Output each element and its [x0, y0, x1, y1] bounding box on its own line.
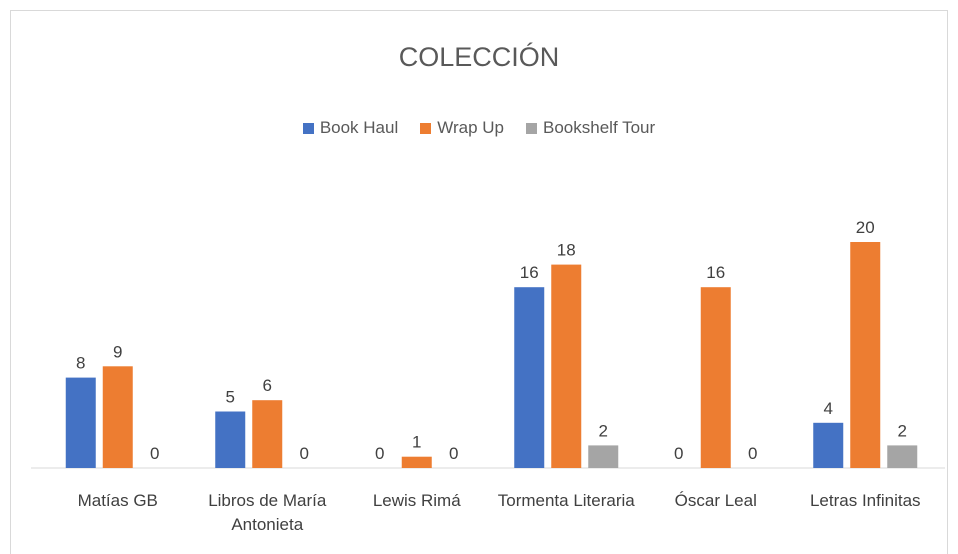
bar — [551, 264, 582, 468]
data-label: 2 — [898, 421, 907, 440]
bar — [65, 377, 96, 468]
data-label: 8 — [76, 354, 85, 373]
legend-item: Bookshelf Tour — [526, 118, 655, 138]
data-label: 0 — [150, 444, 159, 463]
legend-item: Book Haul — [302, 118, 399, 138]
bar — [588, 445, 619, 468]
legend-label: Book Haul — [319, 118, 399, 137]
chart-border — [10, 10, 948, 554]
bar — [700, 287, 731, 468]
bar — [215, 411, 246, 468]
bar — [102, 366, 133, 468]
data-label: 1 — [412, 433, 421, 452]
chart-title: COLECCIÓN — [398, 42, 560, 72]
legend-item: Wrap Up — [420, 118, 504, 138]
bar — [252, 400, 283, 468]
data-label: 4 — [824, 399, 833, 418]
data-label: 2 — [599, 421, 608, 440]
data-label: 6 — [263, 376, 272, 395]
legend-swatch — [420, 122, 432, 134]
x-tick-label: Letras Infinitas — [809, 491, 921, 510]
bar — [887, 445, 918, 468]
bar — [850, 242, 881, 468]
data-label: 0 — [748, 444, 757, 463]
data-label: 9 — [113, 342, 122, 361]
legend-label: Bookshelf Tour — [543, 118, 656, 137]
data-label: 16 — [706, 263, 725, 282]
data-label: 0 — [375, 444, 384, 463]
bar — [401, 456, 432, 468]
data-label: 16 — [520, 263, 539, 282]
bar — [813, 422, 844, 468]
x-tick-label: Libros de María Antonieta — [208, 491, 327, 534]
data-label: 5 — [226, 388, 235, 407]
x-tick-label: Óscar Leal — [674, 491, 757, 510]
x-tick-label: Lewis Rimá — [372, 491, 461, 510]
x-tick-label: Tormenta Literaria — [497, 491, 635, 510]
data-label: 0 — [300, 444, 309, 463]
bar — [514, 287, 545, 468]
legend-label: Wrap Up — [437, 118, 505, 137]
legend-swatch — [302, 122, 314, 134]
legend-swatch — [526, 122, 538, 134]
legend: Book Haul Wrap Up Bookshelf Tour — [0, 118, 958, 138]
data-label: 0 — [674, 444, 683, 463]
x-tick-label: Matías GB — [77, 491, 158, 510]
data-label: 20 — [856, 218, 875, 237]
data-label: 0 — [449, 444, 458, 463]
data-label: 18 — [557, 241, 576, 260]
